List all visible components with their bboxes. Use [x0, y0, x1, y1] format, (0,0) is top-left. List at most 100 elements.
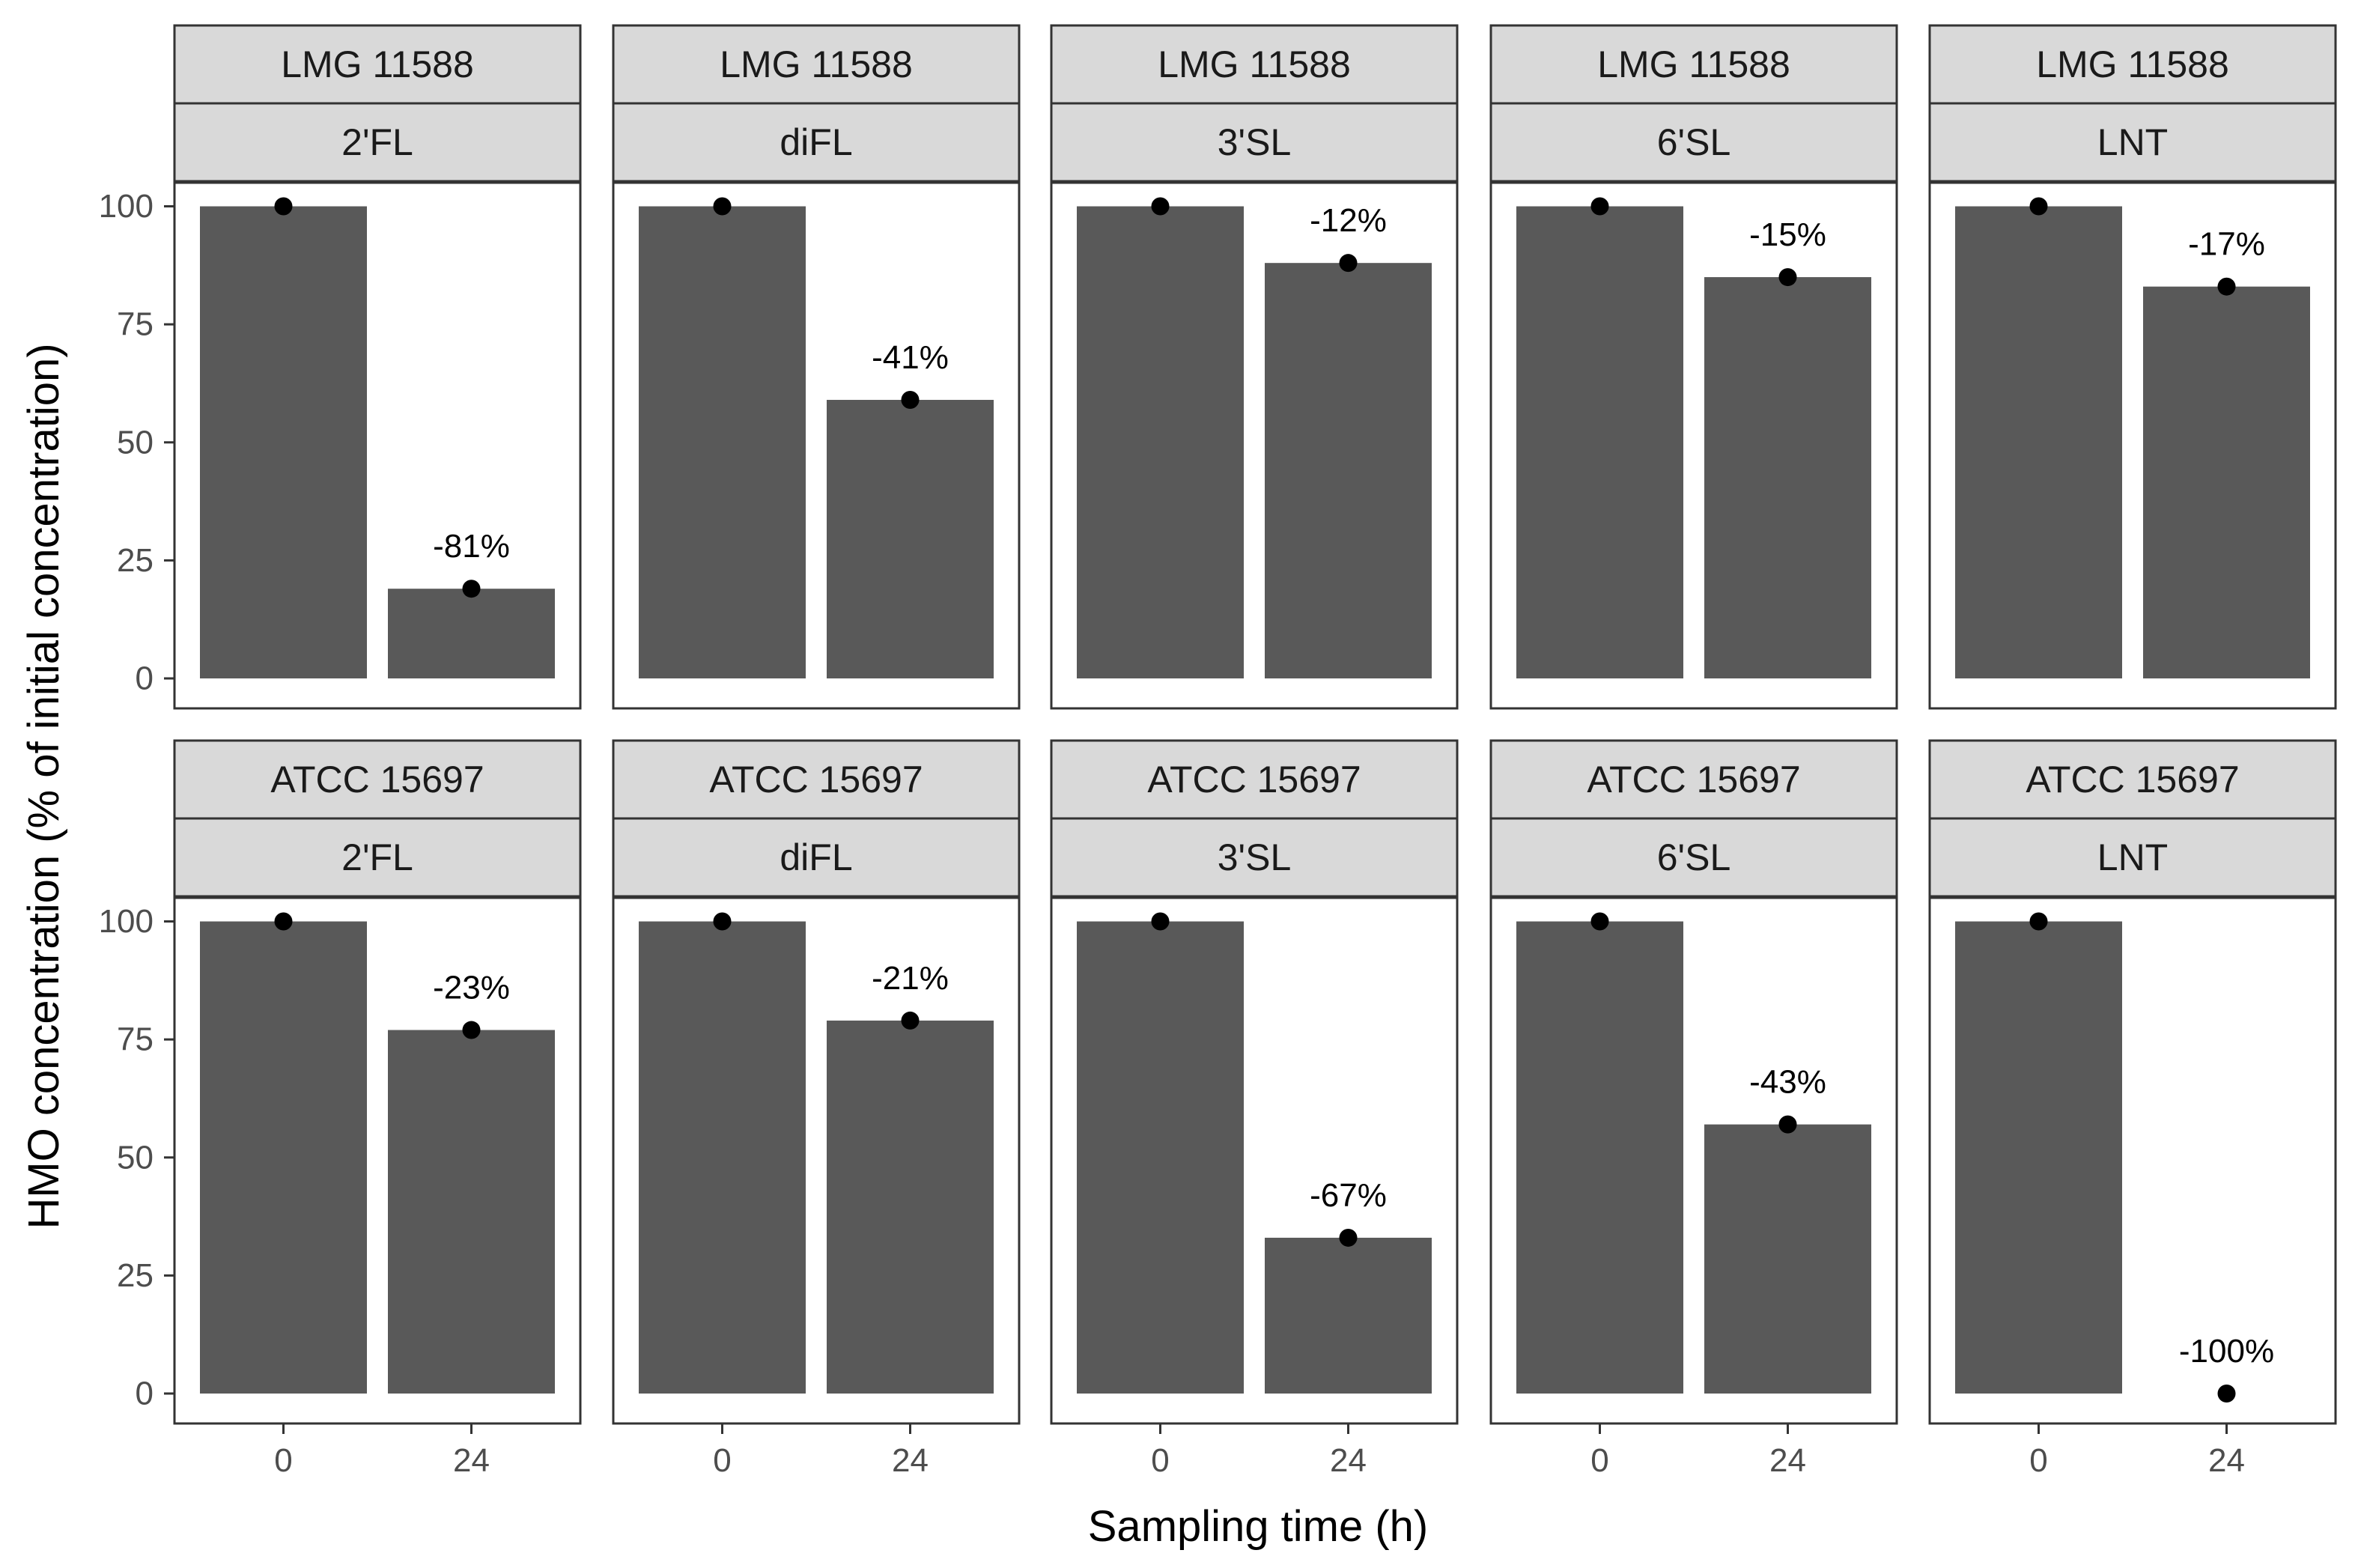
- bar: [200, 921, 367, 1394]
- facet-panel: LMG 11588 2'FL -81% 0 25 50 75 100: [99, 24, 582, 710]
- strip-strain-bg: [173, 739, 582, 820]
- strip-strain-bg: [1050, 24, 1459, 105]
- strip-hmo-label: 3'SL: [1218, 121, 1292, 163]
- data-point: [274, 912, 293, 931]
- facet-panel: ATCC 15697 6'SL -43% 0 24: [1489, 739, 1898, 1479]
- strip-strain-label: ATCC 15697: [2026, 759, 2239, 800]
- x-tick-label: 24: [1769, 1442, 1806, 1479]
- strip-strain-label: LMG 11588: [281, 43, 474, 85]
- data-point: [462, 1021, 481, 1039]
- data-point: [2217, 1385, 2236, 1403]
- facet-panel: LMG 11588 LNT -17%: [1928, 24, 2337, 710]
- y-tick-label: 0: [136, 660, 154, 697]
- y-tick-label: 100: [99, 188, 154, 225]
- strip-hmo-bg: [173, 102, 582, 183]
- strip-strain-label: ATCC 15697: [1147, 759, 1361, 800]
- strip-hmo-bg: [1050, 102, 1459, 183]
- data-label: -67%: [1310, 1177, 1387, 1214]
- bar: [388, 589, 555, 678]
- strip-hmo-label: LNT: [2097, 836, 2168, 878]
- bar: [388, 1030, 555, 1394]
- bar: [639, 206, 806, 678]
- data-label: -81%: [433, 528, 510, 565]
- x-axis-title: Sampling time (h): [1088, 1502, 1428, 1551]
- strip-strain-bg: [1928, 739, 2337, 820]
- data-point: [274, 197, 293, 216]
- x-tick-label: 24: [892, 1442, 929, 1479]
- bar: [1265, 263, 1432, 679]
- strip-strain-label: LMG 11588: [1597, 43, 1790, 85]
- data-point: [1151, 912, 1170, 931]
- bar: [1516, 206, 1683, 678]
- data-point: [901, 391, 920, 410]
- data-point: [2029, 197, 2048, 216]
- y-tick-label: 0: [136, 1376, 154, 1412]
- strip-hmo-bg: [1050, 817, 1459, 898]
- strip-hmo-bg: [612, 817, 1021, 898]
- strip-strain-label: ATCC 15697: [270, 759, 484, 800]
- data-point: [1590, 912, 1609, 931]
- data-point: [713, 912, 732, 931]
- strip-hmo-label: diFL: [780, 836, 852, 878]
- strip-strain-label: LMG 11588: [720, 43, 913, 85]
- y-tick-label: 100: [99, 903, 154, 940]
- bar: [1955, 921, 2122, 1394]
- strip-strain-bg: [173, 24, 582, 105]
- data-point: [2029, 912, 2048, 931]
- bar: [200, 206, 367, 678]
- strip-strain-label: LMG 11588: [2036, 43, 2229, 85]
- strip-strain-bg: [612, 739, 1021, 820]
- strip-hmo-bg: [612, 102, 1021, 183]
- facet-panel: ATCC 15697 3'SL -67% 0 24: [1050, 739, 1459, 1479]
- bar: [1704, 1124, 1871, 1394]
- data-label: -17%: [2188, 226, 2265, 263]
- y-tick-label: 75: [117, 1021, 154, 1058]
- strip-strain-bg: [1489, 739, 1898, 820]
- x-tick-label: 24: [453, 1442, 490, 1479]
- bar: [827, 1020, 994, 1394]
- data-point: [1778, 268, 1797, 287]
- bar: [827, 400, 994, 678]
- y-tick-label: 25: [117, 542, 154, 579]
- y-tick-label: 75: [117, 306, 154, 343]
- data-point: [1339, 1228, 1358, 1247]
- data-label: -21%: [872, 960, 949, 997]
- strip-hmo-label: 2'FL: [341, 121, 413, 163]
- strip-hmo-label: 6'SL: [1657, 121, 1731, 163]
- facet-panel: ATCC 15697 diFL -21% 0 24: [612, 739, 1021, 1479]
- strip-hmo-bg: [1489, 102, 1898, 183]
- strip-hmo-label: 3'SL: [1218, 836, 1292, 878]
- bar: [639, 921, 806, 1394]
- facet-panel: LMG 11588 6'SL -15%: [1489, 24, 1898, 710]
- strip-hmo-label: 2'FL: [341, 836, 413, 878]
- data-label: -23%: [433, 970, 510, 1006]
- bar: [1704, 277, 1871, 679]
- x-tick-label: 0: [1590, 1442, 1608, 1479]
- data-label: -100%: [2179, 1333, 2274, 1370]
- strip-strain-bg: [1928, 24, 2337, 105]
- strip-strain-label: LMG 11588: [1158, 43, 1351, 85]
- data-label: -41%: [872, 339, 949, 376]
- data-point: [462, 580, 481, 598]
- x-tick-label: 24: [1330, 1442, 1367, 1479]
- data-label: -12%: [1310, 202, 1387, 239]
- strip-strain-label: ATCC 15697: [709, 759, 923, 800]
- bar: [2143, 286, 2310, 678]
- data-point: [1778, 1115, 1797, 1134]
- y-tick-label: 25: [117, 1257, 154, 1294]
- bar: [1265, 1237, 1432, 1394]
- y-tick-label: 50: [117, 1139, 154, 1176]
- data-label: -15%: [1749, 216, 1826, 253]
- strip-hmo-label: 6'SL: [1657, 836, 1731, 878]
- x-tick-label: 0: [274, 1442, 292, 1479]
- data-point: [713, 197, 732, 216]
- y-tick-label: 50: [117, 424, 154, 461]
- strip-hmo-label: LNT: [2097, 121, 2168, 163]
- strip-strain-bg: [1489, 24, 1898, 105]
- data-point: [1590, 197, 1609, 216]
- strip-hmo-bg: [1928, 817, 2337, 898]
- strip-strain-bg: [1050, 739, 1459, 820]
- strip-hmo-bg: [173, 817, 582, 898]
- strip-strain-label: ATCC 15697: [1587, 759, 1800, 800]
